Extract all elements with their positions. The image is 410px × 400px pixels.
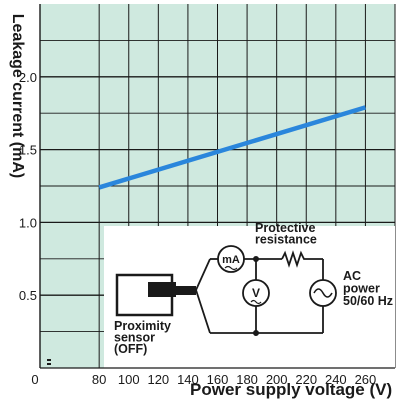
resistance-label: Protective: [255, 221, 315, 235]
ammeter-symbol: mA: [222, 254, 240, 266]
x-tick-label: 160: [207, 372, 229, 387]
sensor-label: sensor: [114, 331, 155, 345]
x-tick-label: 180: [236, 372, 258, 387]
circuit-node: [253, 256, 259, 262]
ac-wave-icon: [313, 288, 333, 298]
x-tick-label: 220: [295, 372, 317, 387]
series-layer: [98, 105, 367, 190]
y-tick-label: 1.5: [19, 143, 37, 158]
x-tick-label: 80: [92, 372, 106, 387]
sensor-label: Proximity: [114, 319, 171, 333]
power-label: AC: [343, 269, 361, 283]
sensor-label: (OFF): [114, 342, 147, 356]
y-tick-label: 1.0: [19, 215, 37, 230]
series-line: [98, 105, 367, 190]
y-tick-label: 0.5: [19, 288, 37, 303]
sensor-head-icon: [148, 282, 176, 297]
resistance-label: resistance: [255, 233, 317, 247]
ammeter-icon: [217, 245, 245, 273]
tick-labels: 80 100 120 140 160 180 200 220 240 260 0 0.5 1.0 1.5 2…: [19, 70, 376, 387]
voltmeter-icon: [242, 279, 270, 307]
power-label: 50/60 Hz: [343, 294, 393, 308]
sensor-cable-icon: [176, 286, 196, 295]
voltmeter-symbol: V: [252, 286, 260, 300]
x-tick-label: 260: [355, 372, 377, 387]
voltmeter-ac-mark: [250, 299, 262, 305]
circuit-node: [253, 330, 259, 336]
y-axis-title: Leakage current (mA): [9, 14, 26, 179]
x-tick-label: 240: [325, 372, 347, 387]
ammeter-ac-mark: [224, 265, 238, 271]
x-axis-title: Power supply voltage (V): [190, 380, 392, 399]
x-tick-label-origin: 0: [31, 372, 38, 387]
resistor-icon: [281, 250, 306, 268]
x-tick-label: 120: [147, 372, 169, 387]
x-tick-label: 100: [118, 372, 140, 387]
circuit-wire: [195, 289, 211, 334]
axes-layer: [39, 4, 395, 369]
power-label: power: [343, 282, 380, 296]
circuit-wire: [195, 258, 211, 291]
x-tick-label: 200: [266, 372, 288, 387]
x-tick-label: 140: [177, 372, 199, 387]
y-tick-label: 2.0: [19, 70, 37, 85]
